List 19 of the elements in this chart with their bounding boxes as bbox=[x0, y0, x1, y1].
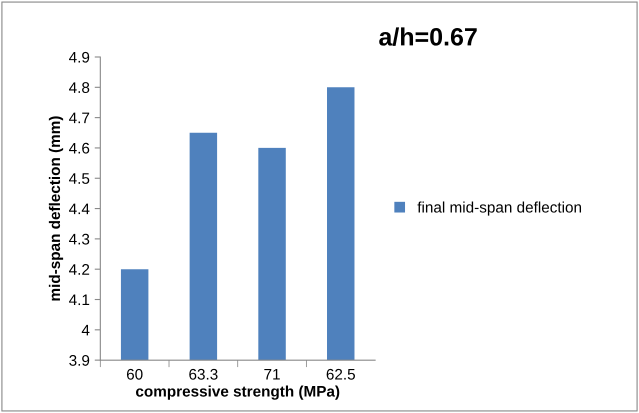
y-tick-label: 4.4 bbox=[69, 204, 90, 214]
x-axis-title: compressive strength (MPa) bbox=[136, 385, 340, 400]
y-tick-label: 4.8 bbox=[69, 82, 90, 93]
y-tick-label: 4.7 bbox=[69, 112, 90, 124]
y-tick-label: 4.5 bbox=[69, 173, 90, 184]
y-tick-label: 4.9 bbox=[69, 52, 90, 63]
text: a/h=0.67 bbox=[379, 27, 477, 46]
y-tick-label: 4 bbox=[82, 324, 90, 336]
x-tick-label: 63.3 bbox=[189, 368, 218, 380]
y-tick-label: 4.3 bbox=[69, 234, 90, 245]
y-tick-label: 3.9 bbox=[69, 355, 90, 366]
y-tick-label: 4.6 bbox=[69, 142, 90, 154]
y-tick-label: 4.1 bbox=[69, 294, 90, 306]
x-tick-label: 60 bbox=[126, 368, 143, 380]
x-tick-label: 71 bbox=[264, 369, 280, 380]
x-tick-label: 62.5 bbox=[326, 368, 355, 380]
legend-label: final mid-span deflection bbox=[417, 201, 582, 216]
y-axis-title: mid-span deflection (mm) bbox=[48, 116, 64, 300]
y-tick-label: 4.2 bbox=[69, 264, 90, 275]
